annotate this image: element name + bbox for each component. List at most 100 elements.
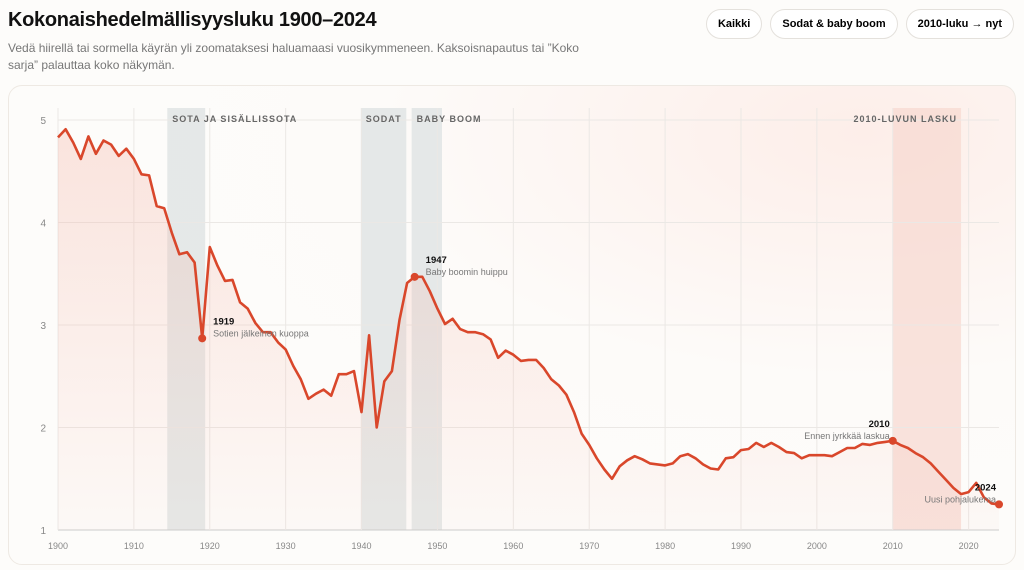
- data-point: [192, 259, 198, 265]
- x-tick-label: 1930: [276, 541, 296, 551]
- line-chart[interactable]: 1 2 3 4 5 1900 1910 1920 1930 1940 1950 1960 1970 198…: [9, 86, 1016, 565]
- annotation-title: 1919: [213, 316, 234, 327]
- annotation-marker: [888, 436, 897, 445]
- data-point: [336, 371, 342, 377]
- data-point: [237, 299, 243, 305]
- x-tick-label: 1970: [579, 541, 599, 551]
- x-tick-label: 1910: [124, 541, 144, 551]
- data-point: [533, 357, 539, 363]
- x-tick-label: 1920: [200, 541, 220, 551]
- annotation-title: 2010: [869, 419, 890, 430]
- data-point: [404, 280, 410, 286]
- data-point: [548, 376, 554, 382]
- band-label: 2010-LUVUN LASKU: [854, 114, 958, 124]
- data-point: [768, 440, 774, 446]
- data-point: [799, 455, 805, 461]
- data-point: [161, 205, 167, 211]
- data-point: [867, 442, 873, 448]
- data-point: [146, 172, 152, 178]
- data-point: [685, 451, 691, 457]
- data-point: [594, 455, 600, 461]
- data-point: [943, 477, 949, 483]
- data-point: [541, 365, 547, 371]
- data-point: [556, 382, 562, 388]
- data-point: [609, 476, 615, 482]
- data-point: [222, 278, 228, 284]
- band-label: SOTA JA SISÄLLISSOTA: [172, 114, 297, 124]
- chart-card[interactable]: 1 2 3 4 5 1900 1910 1920 1930 1940 1950 1960 1970 198…: [8, 85, 1016, 565]
- data-point: [791, 450, 797, 456]
- data-point: [510, 352, 516, 358]
- data-point: [829, 453, 835, 459]
- data-point: [381, 378, 387, 384]
- data-point: [480, 331, 486, 337]
- wars-baby-boom-button[interactable]: Sodat & baby boom: [770, 9, 898, 39]
- data-point: [85, 133, 91, 139]
- y-tick-label: 2: [40, 424, 46, 435]
- data-point: [715, 467, 721, 473]
- data-point: [442, 321, 448, 327]
- data-point: [806, 452, 812, 458]
- data-point: [389, 368, 395, 374]
- data-point: [814, 452, 820, 458]
- data-point: [123, 146, 129, 152]
- data-point: [913, 450, 919, 456]
- data-point: [495, 355, 501, 361]
- x-tick-label: 2010: [883, 541, 903, 551]
- data-point: [154, 203, 160, 209]
- area-fill: [58, 129, 999, 530]
- x-tick-label: 1900: [48, 541, 68, 551]
- x-tick-label: 1950: [427, 541, 447, 551]
- data-point: [639, 456, 645, 462]
- data-point: [434, 306, 440, 312]
- data-point: [821, 452, 827, 458]
- data-point: [457, 326, 463, 332]
- data-point: [396, 317, 402, 323]
- data-point: [617, 463, 623, 469]
- all-button[interactable]: Kaikki: [705, 9, 763, 39]
- band-label: SODAT: [366, 114, 402, 124]
- annotation-text: Baby boomin huippu: [426, 267, 508, 277]
- annotation-text: Ennen jyrkkää laskua: [804, 431, 890, 441]
- data-point: [935, 469, 941, 475]
- data-point: [647, 460, 653, 466]
- data-point: [738, 447, 744, 453]
- range-buttons: Kaikki Sodat & baby boom 2010-luku → nyt: [705, 9, 1014, 39]
- data-point: [343, 371, 349, 377]
- data-point: [730, 454, 736, 460]
- data-point: [359, 409, 365, 415]
- data-point: [472, 329, 478, 335]
- data-point: [526, 357, 532, 363]
- data-point: [503, 348, 509, 354]
- data-point: [837, 449, 843, 455]
- data-point: [632, 453, 638, 459]
- data-point: [708, 466, 714, 472]
- data-point: [108, 142, 114, 148]
- data-point: [662, 462, 668, 468]
- data-point: [321, 387, 327, 393]
- data-point: [275, 339, 281, 345]
- data-point: [78, 156, 84, 162]
- band-label: BABY BOOM: [417, 114, 482, 124]
- data-point: [93, 151, 99, 157]
- data-point: [905, 445, 911, 451]
- x-tick-label: 1990: [731, 541, 751, 551]
- data-point: [328, 393, 334, 399]
- data-point: [488, 336, 494, 342]
- data-point: [207, 244, 213, 250]
- data-point: [723, 455, 729, 461]
- data-point: [283, 347, 289, 353]
- x-tick-label: 2000: [807, 541, 827, 551]
- y-tick-label: 4: [40, 219, 46, 230]
- data-point: [761, 444, 767, 450]
- data-point: [427, 288, 433, 294]
- data-point: [169, 230, 175, 236]
- series-line: [57, 127, 1000, 506]
- x-tick-label: 1980: [655, 541, 675, 551]
- data-point: [844, 445, 850, 451]
- data-point: [374, 425, 380, 431]
- data-point: [70, 140, 76, 146]
- data-point: [366, 332, 372, 338]
- 2010s-to-now-button[interactable]: 2010-luku → nyt: [905, 9, 1014, 39]
- data-point: [138, 171, 144, 177]
